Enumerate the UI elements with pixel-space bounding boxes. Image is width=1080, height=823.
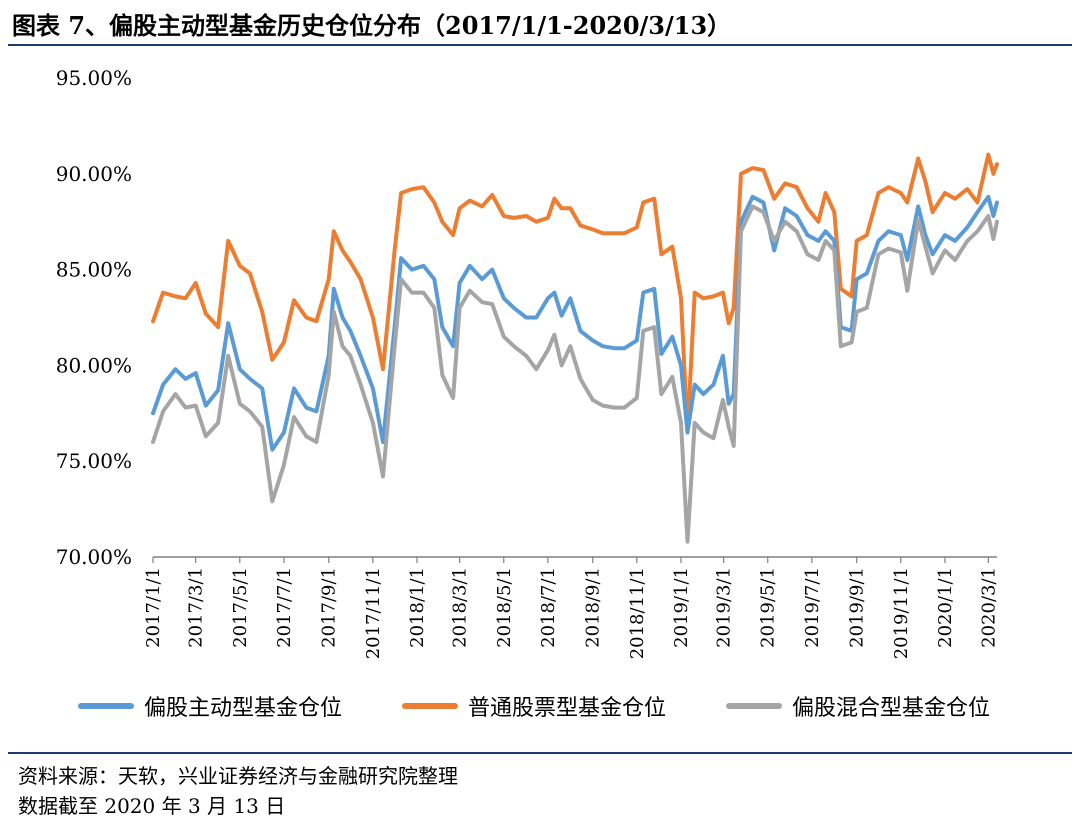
x-tick-label: 2018/5/1 xyxy=(494,567,515,648)
top-rule xyxy=(8,44,1072,46)
x-tick-label: 2018/9/1 xyxy=(583,567,604,648)
y-tick-label: 90.00% xyxy=(56,162,132,186)
x-tick-label: 2018/3/1 xyxy=(450,567,471,648)
y-tick-label: 75.00% xyxy=(56,449,132,473)
y-axis-ticks: 70.00% 75.00% 80.00% 85.00% 90.00% 95.00% xyxy=(56,66,132,569)
legend-label-hybrid-fund: 偏股混合型基金仓位 xyxy=(792,696,991,721)
x-tick-label: 2019/7/1 xyxy=(802,567,823,648)
x-tick-label: 2019/5/1 xyxy=(758,567,779,648)
source-note: 资料来源：天软，兴业证券经济与金融研究院整理 xyxy=(18,764,458,788)
x-tick-label: 2020/1/1 xyxy=(935,567,956,648)
x-tick-label: 2017/3/1 xyxy=(186,567,207,648)
date-note: 数据截至 2020 年 3 月 13 日 xyxy=(18,794,286,818)
series-line-active-equity xyxy=(151,194,999,452)
x-tick-label: 2019/1/1 xyxy=(671,567,692,648)
x-tick-label: 2018/1/1 xyxy=(407,567,428,648)
legend-swatch-hybrid-fund xyxy=(726,703,782,709)
legend-label-active-equity: 偏股主动型基金仓位 xyxy=(144,696,343,721)
x-tick-label: 2017/9/1 xyxy=(319,567,340,648)
legend-item-active-equity: 偏股主动型基金仓位 xyxy=(78,690,342,722)
y-tick-label: 80.00% xyxy=(56,353,132,377)
x-tick-label: 2019/11/1 xyxy=(891,567,912,659)
x-tick-label: 2018/11/1 xyxy=(627,567,648,659)
x-tick-label: 2017/11/1 xyxy=(363,567,384,659)
legend-item-stock-fund: 普通股票型基金仓位 xyxy=(402,690,666,722)
x-tick-label: 2017/7/1 xyxy=(274,567,295,648)
x-tick-label: 2017/5/1 xyxy=(230,567,251,648)
series-line-hybrid-fund xyxy=(151,204,999,544)
x-tick-label: 2018/7/1 xyxy=(538,567,559,648)
y-tick-label: 95.00% xyxy=(56,66,132,90)
y-tick-label: 70.00% xyxy=(56,545,132,569)
series-lines xyxy=(151,152,999,544)
bottom-rule xyxy=(8,752,1072,754)
x-tick-label: 2019/9/1 xyxy=(847,567,868,648)
legend-item-hybrid-fund: 偏股混合型基金仓位 xyxy=(726,690,990,722)
legend-swatch-stock-fund xyxy=(402,703,458,709)
legend-label-stock-fund: 普通股票型基金仓位 xyxy=(468,696,667,721)
legend-swatch-active-equity xyxy=(78,703,134,709)
figure-title: 图表 7、偏股主动型基金历史仓位分布（2017/1/1-2020/3/13） xyxy=(12,11,732,40)
series-line-stock-fund xyxy=(151,152,999,435)
x-tick-label: 2020/3/1 xyxy=(978,567,999,648)
y-tick-label: 85.00% xyxy=(56,258,132,282)
x-tick-label: 2019/3/1 xyxy=(714,567,735,648)
x-tick-label: 2017/1/1 xyxy=(143,567,164,648)
chart-legend: 偏股主动型基金仓位 普通股票型基金仓位 偏股混合型基金仓位 xyxy=(0,690,1080,730)
x-axis-ticks: 2017/1/1 2017/3/1 2017/5/1 2017/7/1 2017/9/1… xyxy=(143,557,999,659)
